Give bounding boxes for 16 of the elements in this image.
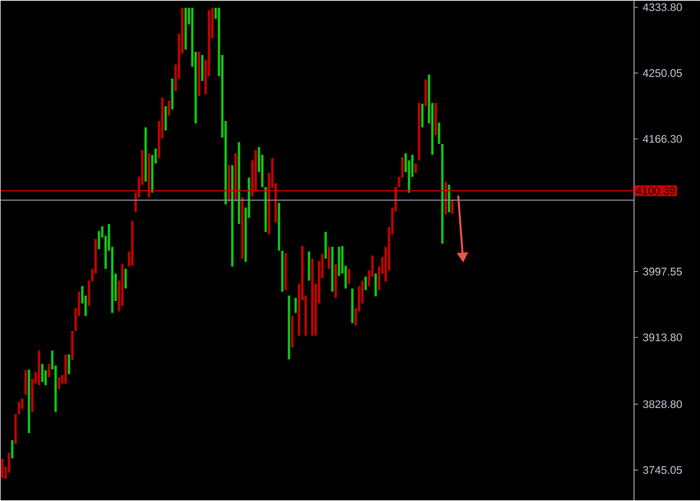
candlestick (364, 276, 367, 290)
ref-line-label: 4100.39 (636, 186, 675, 195)
candlestick (11, 440, 14, 459)
candlestick (374, 273, 377, 297)
candlestick (41, 364, 44, 382)
candlestick (294, 298, 297, 314)
y-tick-label: 3913.80 (643, 334, 682, 342)
y-tick-label: 3828.80 (643, 400, 682, 408)
y-tick-label: 4166.30 (642, 135, 682, 143)
y-tick-label: 3745.05 (643, 466, 682, 474)
y-tick-label: 3997.55 (643, 268, 682, 276)
candlestick (1, 458, 4, 478)
candlestick (451, 199, 454, 214)
candlestick (421, 104, 424, 128)
y-tick-label: 4333.80 (642, 3, 682, 12)
y-tick-label: 4250.05 (642, 69, 682, 78)
